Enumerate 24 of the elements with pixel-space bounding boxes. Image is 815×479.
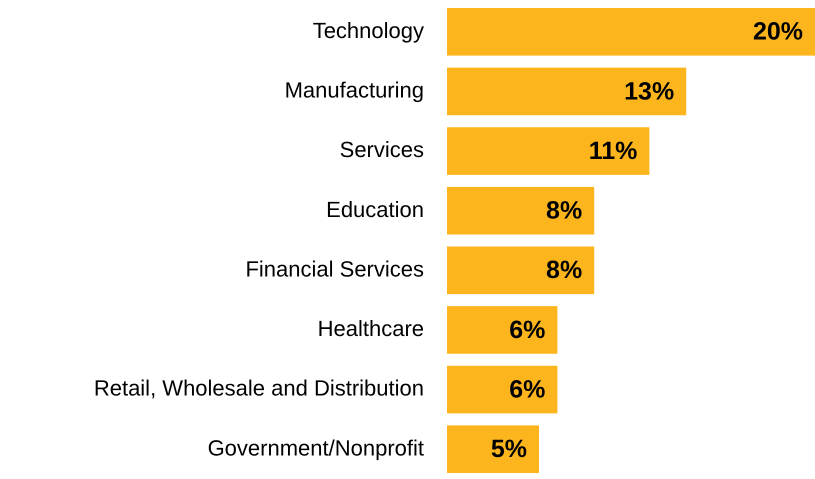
y-tick-label: Government/Nonprofit <box>208 435 424 460</box>
y-tick-label: Technology <box>312 18 424 43</box>
y-tick-label: Financial Services <box>245 256 424 282</box>
bar <box>447 366 558 414</box>
bar <box>447 246 594 294</box>
y-tick-label: Manufacturing <box>284 78 424 102</box>
y-tick-label: Healthcare <box>318 316 424 341</box>
data-label: 8% <box>546 256 582 284</box>
data-label: 11% <box>588 136 638 165</box>
bar <box>447 306 558 354</box>
data-label: 8% <box>546 196 582 225</box>
data-label: 6% <box>509 316 546 344</box>
data-label: 5% <box>490 435 527 464</box>
y-tick-label: Retail, Wholesale and Distribution <box>94 376 424 401</box>
data-label: 20% <box>752 18 803 46</box>
bar <box>447 186 594 235</box>
bar <box>447 425 539 474</box>
data-label: 13% <box>624 77 674 106</box>
y-tick-label: Services <box>340 137 424 162</box>
y-tick-label: Education <box>326 196 424 222</box>
bar <box>447 8 815 56</box>
bar <box>447 127 650 175</box>
bar <box>447 68 686 116</box>
data-label: 6% <box>509 375 546 404</box>
